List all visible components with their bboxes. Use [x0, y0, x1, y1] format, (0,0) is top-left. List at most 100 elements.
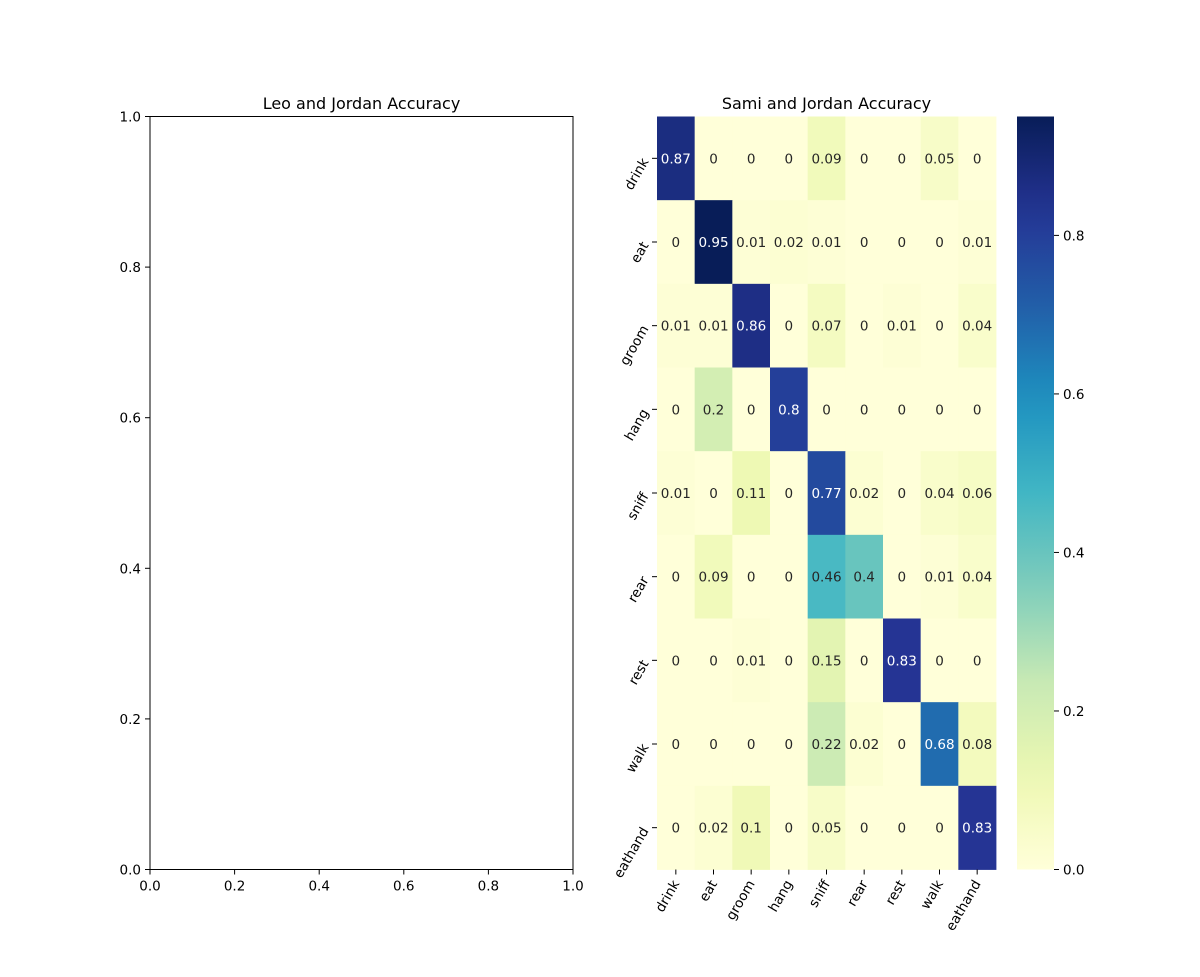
heatmap-cell	[958, 367, 997, 452]
heatmap-cell-label: 0.46	[811, 570, 841, 586]
heatmap-cell	[807, 116, 846, 201]
heatmap-cell	[920, 116, 959, 201]
heatmap-cell	[694, 451, 733, 536]
left-x-tick-label: 0.4	[308, 879, 329, 895]
heatmap-row-label: eat	[628, 239, 653, 266]
heatmap-cell-label: 0	[898, 821, 907, 837]
heatmap-cell	[958, 702, 997, 787]
heatmap-cell	[694, 702, 733, 787]
heatmap-cell-label: 0.01	[924, 570, 954, 586]
heatmap-cell-label: 0.8	[778, 402, 799, 418]
heatmap-cell	[732, 200, 771, 285]
heatmap-cell	[657, 785, 696, 870]
heatmap-cell-label: 0	[785, 319, 794, 335]
heatmap-cell	[694, 367, 733, 452]
colorbar-tick-label: 0.6	[1063, 387, 1084, 403]
heatmap-cell	[883, 451, 922, 536]
heatmap-cell	[770, 451, 809, 536]
heatmap-cell-label: 0.06	[962, 486, 992, 502]
heatmap-cell-label: 0.11	[736, 486, 766, 502]
heatmap-cell-label: 0.04	[962, 570, 992, 586]
heatmap-cell-label: 0	[709, 151, 718, 167]
heatmap-cell-label: 0	[747, 402, 756, 418]
left-y-tick-label: 0.0	[120, 863, 141, 879]
heatmap-cell-label: 0.02	[698, 821, 728, 837]
heatmap-cell-label: 0.86	[736, 319, 766, 335]
heatmap-cell-label: 0	[935, 402, 944, 418]
heatmap-cell-label: 0.01	[887, 319, 917, 335]
heatmap-cell	[807, 451, 846, 536]
heatmap-cell	[958, 534, 997, 619]
heatmap-cell-label: 0	[973, 151, 982, 167]
heatmap-row-label: rest	[626, 657, 653, 687]
heatmap-cell	[845, 534, 884, 619]
heatmap-cell	[732, 702, 771, 787]
heatmap-cell-label: 0	[672, 821, 681, 837]
heatmap-row-label: eathand	[611, 825, 653, 881]
heatmap-cell	[883, 618, 922, 703]
heatmap-cell-label: 0.01	[962, 235, 992, 251]
heatmap-axes: Sami and Jordan Accuracy 0.87 0 0 0 0.09 0 0 0.…	[611, 94, 997, 934]
heatmap-cell	[845, 451, 884, 536]
heatmap-cell-label: 0.95	[698, 235, 728, 251]
heatmap-cell	[845, 116, 884, 201]
heatmap-cell	[657, 702, 696, 787]
heatmap-cell-label: 0.01	[698, 319, 728, 335]
heatmap-cell	[770, 283, 809, 368]
heatmap-cell-label: 0.83	[962, 821, 992, 837]
heatmap-row-label: drink	[621, 155, 652, 193]
heatmap-cell	[807, 367, 846, 452]
heatmap-cell	[657, 200, 696, 285]
heatmap-column-label: rear	[844, 877, 872, 909]
heatmap-cell-label: 0.04	[962, 319, 992, 335]
heatmap-cell	[920, 702, 959, 787]
colorbar-tick-label: 0.2	[1063, 704, 1084, 720]
heatmap-cell-label: 0	[672, 737, 681, 753]
left-axes: Leo and Jordan Accuracy 0.0 0.2 0.4 0.6 0.8 1…	[120, 94, 584, 895]
heatmap-cell-label: 0	[898, 486, 907, 502]
heatmap-cell	[807, 618, 846, 703]
heatmap-column-label: hang	[765, 878, 796, 915]
heatmap-cell	[920, 200, 959, 285]
heatmap-cell	[958, 618, 997, 703]
heatmap-cell	[958, 116, 997, 201]
heatmap-cell	[770, 534, 809, 619]
heatmap-cell-label: 0.01	[736, 235, 766, 251]
heatmap-cell-label: 0	[709, 486, 718, 502]
heatmap-column-label: eathand	[943, 878, 985, 934]
heatmap-cell	[920, 534, 959, 619]
heatmap-cell-label: 0	[747, 151, 756, 167]
left-x-tick-label: 0.2	[224, 879, 245, 895]
heatmap-column-label: sniff	[806, 877, 835, 910]
heatmap-cell-label: 0.77	[811, 486, 841, 502]
heatmap-cell	[958, 785, 997, 870]
heatmap-cell	[732, 534, 771, 619]
heatmap-column-label: groom	[723, 878, 759, 924]
left-x-tick-label: 0.8	[478, 879, 499, 895]
heatmap-cell-label: 0.05	[811, 821, 841, 837]
heatmap-cell	[807, 283, 846, 368]
heatmap-cell	[807, 534, 846, 619]
heatmap-cell	[883, 785, 922, 870]
heatmap-cell-label: 0.05	[924, 151, 954, 167]
heatmap-cell	[694, 618, 733, 703]
heatmap-cell-label: 0	[860, 653, 869, 669]
heatmap-cell-label: 0.01	[811, 235, 841, 251]
left-x-ticks: 0.0 0.2 0.4 0.6 0.8 1.0	[139, 869, 584, 895]
left-plot-frame	[149, 116, 574, 870]
colorbar: 0.0 0.2 0.4 0.6 0.8	[1017, 116, 1084, 879]
heatmap-cell-label: 0.4	[853, 570, 874, 586]
heatmap-cell	[770, 200, 809, 285]
heatmap-cell-label: 0	[898, 570, 907, 586]
heatmap-cell-label: 0	[672, 402, 681, 418]
heatmap-cell-label: 0	[785, 737, 794, 753]
heatmap-cell	[732, 785, 771, 870]
heatmap-cell-label: 0	[822, 402, 831, 418]
heatmap-cell-label: 0.87	[661, 151, 691, 167]
heatmap-cell-label: 0	[860, 151, 869, 167]
heatmap-cell	[770, 702, 809, 787]
colorbar-ticks: 0.0 0.2 0.4 0.6 0.8	[1054, 228, 1084, 879]
heatmap-cell	[770, 116, 809, 201]
heatmap-cell-label: 0	[785, 151, 794, 167]
